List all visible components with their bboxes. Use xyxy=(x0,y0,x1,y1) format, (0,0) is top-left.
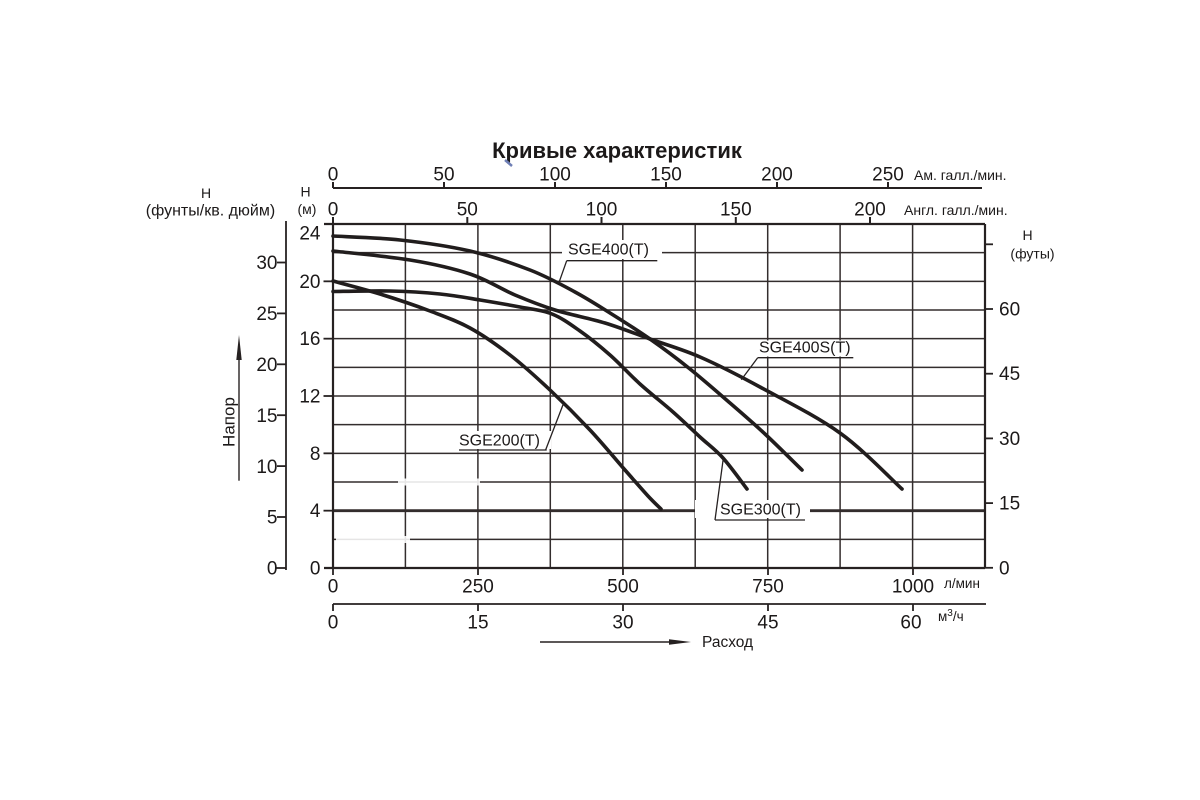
svg-text:Ам. галл./мин.: Ам. галл./мин. xyxy=(914,167,1007,183)
svg-text:150: 150 xyxy=(650,165,682,186)
svg-text:10: 10 xyxy=(256,457,277,478)
svg-text:50: 50 xyxy=(433,165,454,186)
svg-text:0: 0 xyxy=(267,559,278,580)
svg-text:0: 0 xyxy=(328,165,339,186)
svg-text:0: 0 xyxy=(310,559,321,580)
svg-text:4: 4 xyxy=(310,501,321,522)
svg-text:15: 15 xyxy=(467,613,488,634)
svg-text:л/мин: л/мин xyxy=(944,576,980,591)
svg-text:60: 60 xyxy=(999,300,1020,321)
svg-text:1000: 1000 xyxy=(892,577,934,598)
svg-text:150: 150 xyxy=(720,200,752,221)
svg-text:0: 0 xyxy=(328,200,339,221)
svg-text:20: 20 xyxy=(256,355,277,376)
svg-text:50: 50 xyxy=(457,200,478,221)
svg-text:25: 25 xyxy=(256,304,277,325)
svg-text:8: 8 xyxy=(310,444,321,465)
svg-text:750: 750 xyxy=(752,577,784,598)
svg-text:H: H xyxy=(201,185,211,201)
svg-text:250: 250 xyxy=(872,165,904,186)
svg-text:250: 250 xyxy=(462,577,494,598)
svg-text:30: 30 xyxy=(612,613,633,634)
svg-text:500: 500 xyxy=(607,577,639,598)
svg-text:м3/ч: м3/ч xyxy=(938,608,964,624)
svg-text:SGE200(T): SGE200(T) xyxy=(459,433,540,450)
svg-text:30: 30 xyxy=(256,253,277,274)
svg-text:5: 5 xyxy=(267,508,278,529)
svg-text:Англ. галл./мин.: Англ. галл./мин. xyxy=(904,202,1008,218)
svg-text:(футы): (футы) xyxy=(1010,246,1054,262)
svg-text:100: 100 xyxy=(539,165,571,186)
svg-text:24: 24 xyxy=(299,224,321,245)
svg-text:20: 20 xyxy=(299,272,320,293)
svg-text:16: 16 xyxy=(299,329,320,350)
svg-text:H: H xyxy=(1023,227,1033,243)
svg-text:0: 0 xyxy=(999,558,1010,579)
svg-text:30: 30 xyxy=(999,429,1020,450)
svg-text:Расход: Расход xyxy=(702,634,753,651)
svg-text:H: H xyxy=(301,184,311,200)
svg-text:45: 45 xyxy=(999,364,1020,385)
svg-text:Напор: Напор xyxy=(220,397,239,447)
svg-text:200: 200 xyxy=(854,200,886,221)
svg-text:SGE400(T): SGE400(T) xyxy=(568,242,649,259)
svg-text:200: 200 xyxy=(761,165,793,186)
svg-text:SGE300(T): SGE300(T) xyxy=(720,502,801,519)
svg-text:0: 0 xyxy=(328,577,339,598)
svg-text:(м): (м) xyxy=(298,201,317,217)
svg-text:15: 15 xyxy=(999,494,1020,515)
svg-text:45: 45 xyxy=(757,613,778,634)
svg-text:12: 12 xyxy=(299,387,320,408)
svg-text:(фунты/кв. дюйм): (фунты/кв. дюйм) xyxy=(146,203,275,220)
svg-text:Кривые характеристик: Кривые характеристик xyxy=(492,138,743,163)
svg-text:0: 0 xyxy=(328,613,339,634)
svg-text:15: 15 xyxy=(256,406,277,427)
svg-text:100: 100 xyxy=(586,200,618,221)
svg-text:60: 60 xyxy=(900,613,921,634)
svg-text:SGE400S(T): SGE400S(T) xyxy=(759,340,851,357)
